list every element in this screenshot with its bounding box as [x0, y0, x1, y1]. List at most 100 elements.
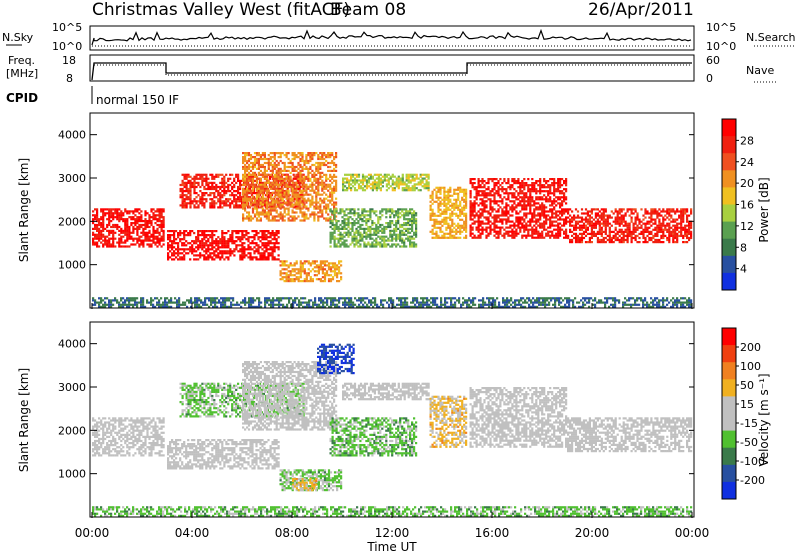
scatter-cell-band-6 [399, 212, 402, 215]
scatter-cell-band-8 [543, 236, 546, 239]
scatter-cell-band-3 [305, 156, 308, 159]
scatter-cell-band-0 [96, 210, 99, 213]
scatter-cell-band-2 [225, 202, 228, 205]
scatter-cell-band-3 [309, 156, 312, 159]
scatter-cell-band-2 [193, 187, 196, 191]
scatter-cell-band-5 [455, 198, 458, 201]
scatter-cell-band-8 [469, 196, 472, 199]
scatter-cell-band-6 [345, 214, 348, 217]
scatter-cell-band-5 [445, 204, 448, 207]
scatter-cell-band-3 [273, 173, 276, 176]
scatter-cell-band-8 [481, 182, 484, 185]
scatter-cell-band-4 [379, 189, 382, 192]
scatter-cell-band-8 [547, 198, 550, 201]
scatter-cell-band-6 [367, 225, 370, 229]
scatter-cell-band-1 [267, 236, 270, 239]
scatter-cell-band-1 [265, 230, 268, 233]
scatter-cell-band-0 [162, 222, 165, 225]
scatter-cell-band-1 [207, 234, 210, 237]
scatter-cell-band-2 [223, 181, 226, 184]
scatter-cell-band-1 [245, 234, 248, 237]
scatter-cell-band-0 [138, 227, 141, 230]
scatter-cell-band-9 [578, 228, 582, 231]
scatter-cell-band-8 [505, 202, 508, 205]
scatter-cell-band-3 [244, 181, 247, 184]
scatter-cell-band-2 [221, 190, 224, 193]
scatter-cell-band-6 [331, 223, 334, 227]
scatter-cell-band-6 [349, 216, 352, 219]
scatter-cell-band-4 [365, 179, 369, 182]
scatter-cell-band-3 [309, 215, 312, 218]
scatter-cell-band-3 [283, 209, 286, 212]
scatter-cell-band-3 [303, 177, 306, 180]
scatter-cell-band-4 [407, 187, 410, 190]
scatter-cell-band-1 [263, 244, 266, 247]
scatter-cell-band-0 [124, 223, 127, 227]
scatter-cell-band-1 [211, 232, 214, 235]
scatter-cell-band-4 [423, 173, 426, 176]
scatter-cell-band-6 [413, 210, 416, 213]
scatter-cell-band-9 [582, 226, 586, 229]
scatter-cell-band-8 [523, 220, 526, 223]
scatter-cell-band-1 [223, 240, 226, 243]
scatter-cell-band-1 [217, 242, 220, 245]
scatter-cell-band-0 [96, 218, 99, 221]
scatter-cell-band-4 [419, 175, 422, 178]
scatter-cell-band-3 [251, 173, 255, 176]
scatter-cell-band-9 [571, 216, 574, 219]
scatter-cell-band-3 [247, 159, 251, 163]
scatter-cell-band-6 [343, 227, 346, 230]
scatter-cell-band-6 [347, 223, 350, 227]
scatter-cell-band-5 [441, 230, 444, 233]
scatter-cell-band-3 [277, 191, 280, 194]
scatter-cell-band-5 [443, 202, 446, 205]
scatter-cell-band-3 [329, 152, 332, 155]
scatter-cell-band-3 [246, 217, 249, 220]
scatter-cell-band-5 [449, 208, 452, 211]
scatter-cell-band-8 [561, 196, 564, 199]
scatter-cell-band-6 [355, 227, 358, 230]
scatter-cell-band-1 [221, 256, 224, 259]
scatter-cell-band-8 [477, 224, 480, 227]
scatter-cell-band-6 [369, 210, 372, 213]
scatter-cell-band-1 [227, 244, 230, 247]
scatter-cell-band-5 [453, 198, 456, 201]
scatter-cell-band-6 [405, 229, 408, 232]
scatter-cell-band-8 [519, 200, 522, 203]
scatter-cell-band-1 [199, 246, 202, 249]
scatter-cell-band-8 [541, 198, 544, 201]
scatter-cell-band-8 [499, 226, 502, 229]
scatter-cell-band-8 [539, 216, 542, 219]
scatter-cell-band-2 [225, 200, 228, 203]
scatter-cell-band-3 [319, 211, 322, 214]
scatter-cell-band-0 [162, 239, 165, 242]
scatter-cell-band-0 [158, 220, 161, 223]
scatter-cell-band-3 [293, 154, 296, 157]
scatter-cell-band-4 [417, 189, 420, 192]
scatter-cell-band-8 [531, 236, 534, 239]
scatter-cell-band-1 [199, 240, 202, 243]
scatter-cell-band-1 [263, 242, 266, 245]
scatter-cell-band-3 [325, 185, 328, 188]
scatter-cell-band-1 [189, 242, 192, 245]
scatter-cell-band-6 [393, 223, 396, 227]
scatter-cell-band-8 [559, 222, 562, 225]
scatter-cell-band-8 [535, 206, 538, 209]
scatter-cell-band-4 [421, 185, 424, 188]
scatter-cell-band-8 [507, 226, 510, 229]
scatter-cell-band-8 [489, 232, 492, 235]
scatter-cell-band-2 [189, 192, 192, 195]
scatter-cell-band-3 [321, 175, 324, 178]
scatter-cell-band-4 [427, 189, 430, 192]
scatter-cell-band-8 [559, 226, 562, 229]
scatter-cell-band-6 [329, 237, 332, 240]
scatter-cell-band-5 [443, 212, 446, 215]
scatter-cell-band-8 [501, 234, 504, 237]
scatter-cell-band-8 [483, 204, 486, 207]
scatter-cell-band-8 [493, 188, 496, 191]
scatter-cell-band-0 [148, 225, 151, 229]
scatter-cell-band-5 [441, 186, 444, 189]
scatter-cell-band-3 [246, 197, 249, 200]
scatter-cell-band-0 [98, 231, 101, 234]
scatter-cell-band-2 [235, 198, 238, 201]
